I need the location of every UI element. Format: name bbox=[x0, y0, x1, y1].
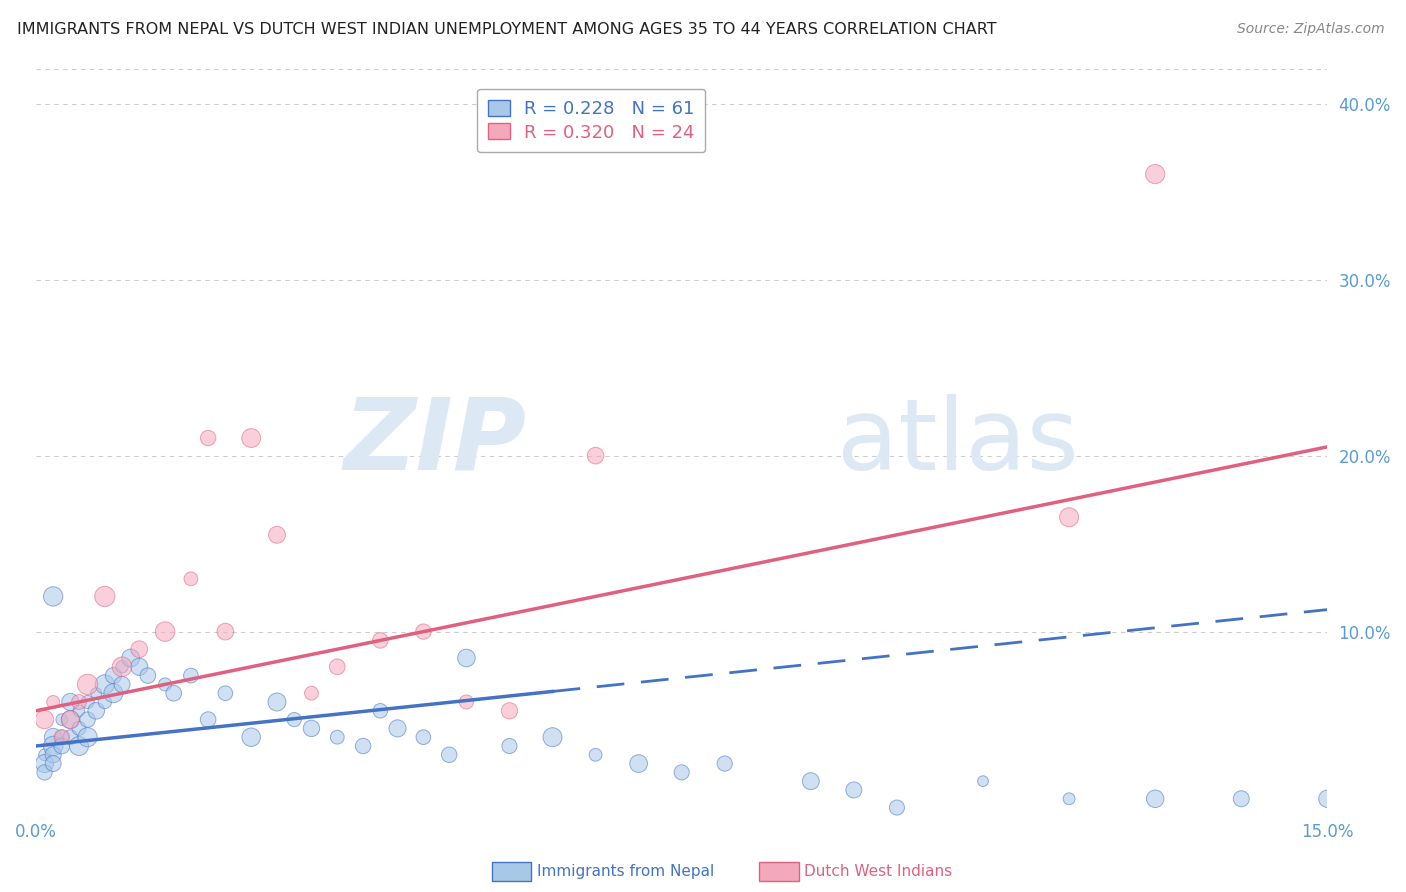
Point bbox=[387, 722, 409, 736]
Point bbox=[1144, 791, 1167, 805]
Point bbox=[111, 660, 134, 674]
Point bbox=[456, 695, 478, 709]
Point bbox=[326, 660, 349, 674]
Point bbox=[240, 730, 263, 744]
Point bbox=[103, 668, 125, 682]
Point bbox=[800, 774, 823, 789]
Point bbox=[214, 624, 236, 639]
Point bbox=[34, 747, 56, 762]
Point bbox=[67, 704, 90, 718]
Point bbox=[266, 528, 288, 542]
Point bbox=[111, 660, 134, 674]
Point bbox=[128, 660, 150, 674]
Point bbox=[67, 695, 90, 709]
Point bbox=[34, 756, 56, 771]
Point bbox=[59, 730, 82, 744]
Point bbox=[42, 747, 65, 762]
Point bbox=[301, 722, 323, 736]
Point bbox=[51, 730, 73, 744]
Point bbox=[498, 704, 520, 718]
Point bbox=[197, 713, 219, 727]
Point bbox=[1057, 510, 1080, 524]
Point bbox=[136, 668, 159, 682]
Point bbox=[370, 704, 392, 718]
Point bbox=[59, 695, 82, 709]
Text: IMMIGRANTS FROM NEPAL VS DUTCH WEST INDIAN UNEMPLOYMENT AMONG AGES 35 TO 44 YEAR: IMMIGRANTS FROM NEPAL VS DUTCH WEST INDI… bbox=[17, 22, 997, 37]
Point bbox=[214, 686, 236, 700]
Point bbox=[42, 739, 65, 753]
Point bbox=[59, 713, 82, 727]
Point bbox=[842, 783, 865, 797]
Point bbox=[42, 590, 65, 604]
Point bbox=[266, 695, 288, 709]
Point bbox=[76, 730, 98, 744]
Point bbox=[163, 686, 186, 700]
Point bbox=[111, 677, 134, 691]
Point bbox=[67, 739, 90, 753]
Point bbox=[59, 713, 82, 727]
Point bbox=[180, 572, 202, 586]
Point bbox=[886, 800, 908, 814]
Point bbox=[128, 642, 150, 657]
Text: ZIP: ZIP bbox=[343, 394, 527, 491]
Point bbox=[301, 686, 323, 700]
Point bbox=[352, 739, 374, 753]
Point bbox=[51, 713, 73, 727]
Legend: R = 0.228   N = 61, R = 0.320   N = 24: R = 0.228 N = 61, R = 0.320 N = 24 bbox=[477, 89, 706, 153]
Point bbox=[153, 677, 176, 691]
Point bbox=[76, 713, 98, 727]
Point bbox=[76, 695, 98, 709]
Text: Dutch West Indians: Dutch West Indians bbox=[804, 864, 952, 879]
Point bbox=[94, 695, 117, 709]
Point bbox=[84, 686, 107, 700]
Point bbox=[180, 668, 202, 682]
Point bbox=[1316, 791, 1339, 805]
Point bbox=[498, 739, 520, 753]
Point bbox=[51, 739, 73, 753]
Point bbox=[34, 713, 56, 727]
Point bbox=[120, 651, 142, 665]
Point bbox=[42, 730, 65, 744]
Point bbox=[94, 677, 117, 691]
Point bbox=[283, 713, 305, 727]
Point bbox=[627, 756, 650, 771]
Text: Source: ZipAtlas.com: Source: ZipAtlas.com bbox=[1237, 22, 1385, 37]
Point bbox=[412, 730, 434, 744]
Point bbox=[51, 730, 73, 744]
Point bbox=[437, 747, 460, 762]
Point bbox=[412, 624, 434, 639]
Point bbox=[34, 765, 56, 780]
Point bbox=[94, 590, 117, 604]
Point bbox=[585, 747, 607, 762]
Point bbox=[370, 633, 392, 648]
Point bbox=[240, 431, 263, 445]
Point bbox=[84, 704, 107, 718]
Point bbox=[1230, 791, 1253, 805]
Point bbox=[1144, 167, 1167, 181]
Point bbox=[541, 730, 564, 744]
Point bbox=[972, 774, 994, 789]
Point bbox=[42, 756, 65, 771]
Point bbox=[153, 624, 176, 639]
Point bbox=[713, 756, 735, 771]
Point bbox=[671, 765, 693, 780]
Point bbox=[1057, 791, 1080, 805]
Point bbox=[326, 730, 349, 744]
Point bbox=[197, 431, 219, 445]
Point bbox=[67, 722, 90, 736]
Text: atlas: atlas bbox=[837, 394, 1078, 491]
Point bbox=[76, 677, 98, 691]
Text: Immigrants from Nepal: Immigrants from Nepal bbox=[537, 864, 714, 879]
Point bbox=[456, 651, 478, 665]
Point bbox=[585, 449, 607, 463]
Point bbox=[103, 686, 125, 700]
Point bbox=[42, 695, 65, 709]
